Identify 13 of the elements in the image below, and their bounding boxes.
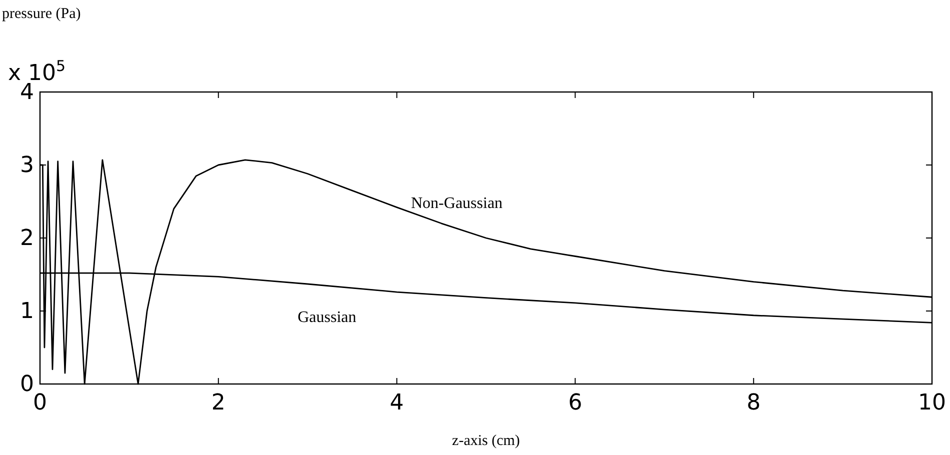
- series-label: Non-Gaussian: [411, 195, 503, 212]
- y-tick-label: 2: [20, 226, 34, 252]
- x-tick-label: 4: [390, 390, 404, 416]
- series-label: Gaussian: [298, 308, 356, 326]
- y-tick-label: 3: [20, 153, 34, 178]
- x-tick-label: 2: [211, 390, 226, 416]
- y-tick-label: 1: [20, 299, 34, 324]
- y-axis-title: pressure (Pa): [2, 6, 81, 22]
- x-tick-label: 10: [918, 390, 946, 416]
- y-tick-label: 0: [20, 372, 34, 398]
- x-axis-title: z-axis (cm): [452, 433, 520, 449]
- x-tick-label: 6: [568, 390, 582, 416]
- x-tick-label: 8: [746, 390, 761, 416]
